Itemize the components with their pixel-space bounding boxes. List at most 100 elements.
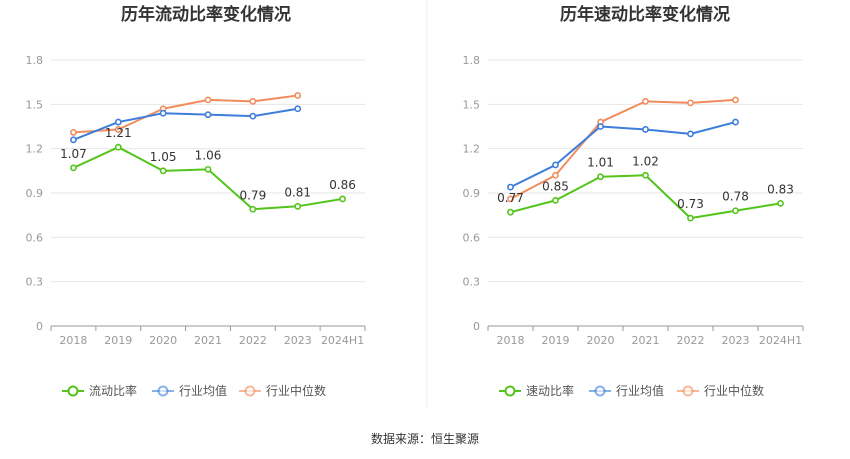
x-tick-label: 2022 — [677, 334, 705, 347]
y-tick-label: 1.8 — [463, 54, 481, 67]
x-tick-label: 2023 — [284, 334, 312, 347]
data-point[interactable] — [507, 208, 514, 216]
data-label: 0.79 — [239, 188, 266, 202]
x-tick-label: 2024H1 — [759, 334, 802, 347]
chart-panel-quick-ratio: 0 0.3 0.6 0.9 1.2 1.5 1.8 2018 2019 2020 2021 2022 2… — [463, 54, 804, 398]
data-label: 1.01 — [587, 156, 614, 170]
legend-item[interactable]: 行业中位数 — [677, 383, 764, 398]
data-point[interactable] — [114, 118, 122, 126]
y-tick-label: 1.2 — [463, 143, 481, 156]
legend-marker — [157, 385, 169, 397]
y-tick-label: 0.6 — [463, 231, 481, 244]
y-tick-label: 1.5 — [26, 98, 44, 111]
data-point[interactable] — [159, 109, 167, 117]
legend-label: 行业中位数 — [704, 383, 764, 398]
legend-marker — [244, 385, 256, 397]
data-point[interactable] — [507, 195, 514, 203]
data-point[interactable] — [777, 199, 784, 207]
data-point[interactable] — [249, 112, 257, 120]
data-point[interactable] — [70, 164, 77, 172]
data-label: 0.86 — [329, 178, 356, 192]
y-tick-label: 0 — [473, 320, 480, 333]
data-label: 1.07 — [60, 147, 87, 161]
legend-marker — [682, 385, 694, 397]
x-tick-label: 2021 — [194, 334, 222, 347]
legend-item[interactable]: 行业均值 — [152, 383, 227, 398]
series-line-1 — [73, 107, 298, 141]
chart-title-left: 历年流动比率变化情况 — [121, 4, 291, 25]
legend-item[interactable]: 速动比率 — [499, 383, 574, 398]
data-point[interactable] — [687, 99, 694, 107]
x-tick-label: 2019 — [542, 334, 570, 347]
x-tick-label: 2020 — [149, 334, 177, 347]
data-point[interactable] — [597, 173, 604, 181]
data-label: 1.05 — [150, 150, 177, 164]
x-tick-label: 2019 — [104, 334, 132, 347]
data-point[interactable] — [339, 195, 346, 203]
data-point[interactable] — [552, 171, 559, 179]
legend-label: 行业均值 — [179, 383, 227, 398]
data-label: 1.06 — [195, 148, 222, 162]
data-point[interactable] — [114, 143, 122, 151]
data-point[interactable] — [114, 126, 122, 133]
data-point[interactable] — [249, 205, 257, 213]
data-point[interactable] — [507, 183, 514, 191]
x-tick-label: 2022 — [239, 334, 267, 347]
data-label: 1.02 — [632, 154, 659, 168]
legend-label: 流动比率 — [89, 383, 137, 398]
chart-panel-current-ratio: 0 0.3 0.6 0.9 1.2 1.5 1.8 2018 2019 2020 2021 2022 2… — [26, 54, 366, 398]
legend-label: 行业中位数 — [266, 383, 326, 398]
data-point[interactable] — [642, 97, 649, 105]
data-label: 0.83 — [767, 182, 794, 196]
data-point[interactable] — [294, 92, 302, 99]
x-tick-label: 2020 — [587, 334, 615, 347]
data-point[interactable] — [70, 136, 77, 144]
data-point[interactable] — [159, 167, 167, 175]
legend-marker — [504, 385, 516, 397]
y-tick-label: 0.3 — [463, 276, 481, 289]
y-tick-label: 0.6 — [26, 231, 44, 244]
data-point[interactable] — [294, 105, 302, 113]
data-point[interactable] — [732, 96, 739, 104]
legend-item[interactable]: 行业中位数 — [239, 383, 326, 398]
data-point[interactable] — [552, 161, 559, 169]
x-tick-label: 2021 — [632, 334, 660, 347]
y-tick-label: 1.8 — [26, 54, 44, 67]
data-label: 0.78 — [722, 190, 749, 204]
legend-marker — [67, 385, 79, 397]
x-tick-label: 2018 — [59, 334, 87, 347]
x-tick-label: 2018 — [497, 334, 525, 347]
data-point[interactable] — [597, 123, 604, 130]
y-tick-label: 1.5 — [463, 98, 481, 111]
series-line-2 — [510, 98, 736, 200]
data-point[interactable] — [552, 196, 559, 204]
legend-item[interactable]: 流动比率 — [62, 383, 137, 398]
data-point[interactable] — [204, 96, 212, 104]
data-point[interactable] — [687, 214, 694, 222]
data-point[interactable] — [642, 126, 649, 133]
data-point[interactable] — [70, 129, 77, 136]
y-tick-label: 0.9 — [26, 187, 44, 200]
data-point[interactable] — [687, 130, 694, 138]
data-point[interactable] — [204, 111, 212, 119]
series-line-1 — [510, 121, 736, 188]
y-tick-label: 0 — [36, 320, 43, 333]
legend-marker — [594, 385, 606, 397]
x-tick-label: 2023 — [722, 334, 750, 347]
series-line-2 — [73, 94, 298, 134]
legend-item[interactable]: 行业均值 — [589, 383, 664, 398]
data-point[interactable] — [732, 207, 739, 215]
data-point[interactable] — [204, 165, 212, 173]
data-point[interactable] — [642, 171, 649, 179]
data-source: 数据来源：恒生聚源 — [371, 431, 479, 446]
legend-label: 速动比率 — [526, 383, 574, 398]
data-label: 0.85 — [542, 179, 569, 193]
y-tick-label: 0.3 — [26, 276, 44, 289]
data-point[interactable] — [732, 118, 739, 126]
data-label: 1.21 — [105, 126, 132, 140]
data-point[interactable] — [249, 97, 257, 105]
x-tick-label: 2024H1 — [321, 334, 364, 347]
data-point[interactable] — [294, 202, 302, 210]
y-tick-label: 0.9 — [463, 187, 481, 200]
